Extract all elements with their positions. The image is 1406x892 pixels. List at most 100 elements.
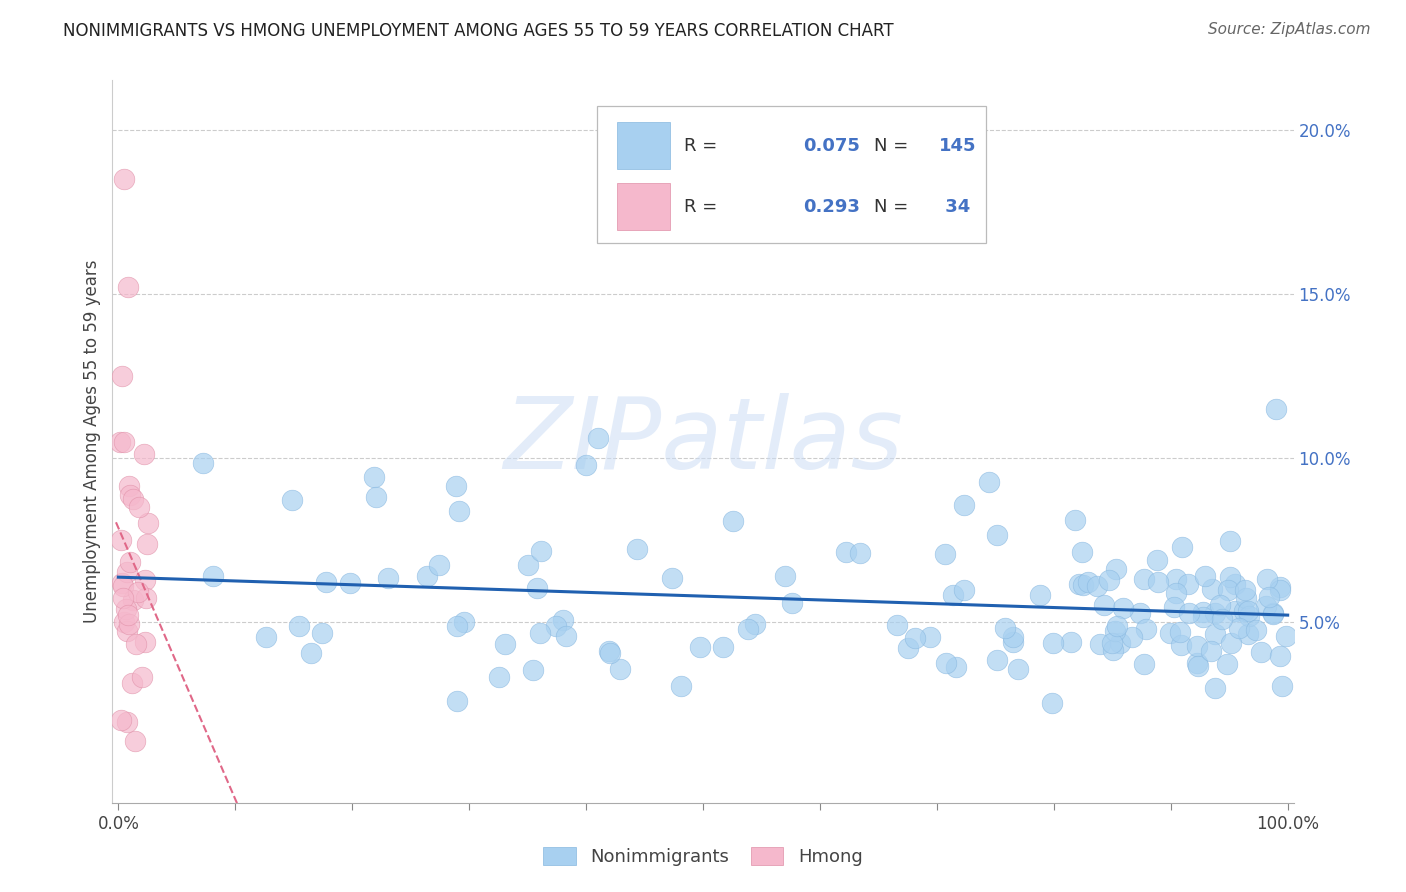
Point: [1028, 588, 1050, 602]
Point: [1265, 401, 1288, 416]
Point: [1236, 626, 1258, 640]
Point: [1132, 657, 1154, 671]
Point: [1112, 601, 1135, 615]
Point: [1236, 604, 1258, 618]
Point: [1204, 606, 1226, 620]
Point: [1223, 577, 1246, 591]
Point: [1256, 572, 1278, 586]
Point: [118, 488, 141, 502]
Point: [446, 618, 468, 632]
Point: [1223, 604, 1246, 618]
Point: [1187, 659, 1209, 673]
Point: [115, 624, 138, 638]
Point: [1129, 606, 1152, 620]
Point: [1164, 586, 1187, 600]
Point: [125, 637, 148, 651]
Point: [120, 555, 142, 569]
Point: [1178, 607, 1201, 621]
Point: [661, 570, 683, 584]
Point: [118, 617, 141, 632]
Point: [1233, 604, 1256, 618]
Point: [1001, 635, 1024, 649]
Bar: [617, 183, 669, 230]
Point: [780, 595, 803, 609]
Point: [529, 626, 551, 640]
Point: [377, 571, 399, 585]
FancyBboxPatch shape: [596, 105, 987, 243]
Text: 34: 34: [939, 198, 970, 216]
Text: 0.293: 0.293: [803, 198, 860, 216]
Point: [775, 569, 797, 583]
Point: [1234, 583, 1257, 598]
Point: [121, 676, 143, 690]
Point: [112, 615, 135, 629]
Bar: [617, 122, 669, 169]
Text: NONIMMIGRANTS VS HMONG UNEMPLOYMENT AMONG AGES 55 TO 59 YEARS CORRELATION CHART: NONIMMIGRANTS VS HMONG UNEMPLOYMENT AMON…: [63, 22, 894, 40]
Point: [986, 653, 1008, 667]
Point: [1215, 657, 1237, 671]
Point: [530, 543, 553, 558]
Point: [1077, 575, 1099, 590]
Point: [1191, 605, 1213, 619]
Text: 0.075: 0.075: [803, 136, 860, 154]
Point: [121, 491, 143, 506]
Point: [108, 434, 131, 449]
Point: [415, 569, 437, 583]
Point: [115, 565, 138, 579]
Point: [117, 280, 139, 294]
Point: [586, 431, 609, 445]
Point: [1171, 540, 1194, 554]
Point: [835, 545, 858, 559]
Point: [848, 546, 870, 560]
Point: [1101, 636, 1123, 650]
Point: [1092, 598, 1115, 612]
Point: [575, 458, 598, 472]
Point: [117, 607, 139, 622]
Point: [721, 514, 744, 528]
Point: [897, 640, 920, 655]
Point: [111, 591, 134, 606]
Point: [1040, 696, 1063, 710]
Point: [934, 547, 956, 561]
Point: [110, 533, 132, 547]
Point: [1102, 643, 1125, 657]
Point: [737, 623, 759, 637]
Point: [942, 588, 965, 602]
Point: [598, 643, 620, 657]
Point: [1060, 634, 1083, 648]
Point: [1261, 607, 1284, 621]
Point: [711, 640, 734, 654]
Point: [494, 636, 516, 650]
Y-axis label: Unemployment Among Ages 55 to 59 years: Unemployment Among Ages 55 to 59 years: [83, 260, 101, 624]
Point: [1164, 573, 1187, 587]
Point: [1071, 545, 1094, 559]
Point: [115, 602, 138, 616]
Point: [1227, 621, 1250, 635]
Point: [288, 619, 311, 633]
Point: [280, 493, 302, 508]
Point: [1234, 591, 1257, 605]
Point: [122, 592, 145, 607]
Point: [134, 574, 156, 588]
Point: [609, 662, 631, 676]
Point: [134, 635, 156, 649]
Point: [599, 646, 621, 660]
Point: [127, 585, 149, 599]
Point: [1208, 598, 1230, 612]
Point: [1071, 578, 1094, 592]
Point: [689, 640, 711, 654]
Point: [364, 491, 387, 505]
Point: [363, 470, 385, 484]
Point: [135, 591, 157, 606]
Point: [1250, 645, 1272, 659]
Point: [953, 498, 976, 512]
Point: [551, 613, 574, 627]
Point: [1268, 583, 1291, 598]
Point: [1087, 579, 1109, 593]
Legend: Nonimmigrants, Hmong: Nonimmigrants, Hmong: [536, 840, 870, 873]
Text: Source: ZipAtlas.com: Source: ZipAtlas.com: [1208, 22, 1371, 37]
Point: [311, 626, 333, 640]
Point: [669, 679, 692, 693]
Point: [1261, 606, 1284, 620]
Point: [131, 670, 153, 684]
